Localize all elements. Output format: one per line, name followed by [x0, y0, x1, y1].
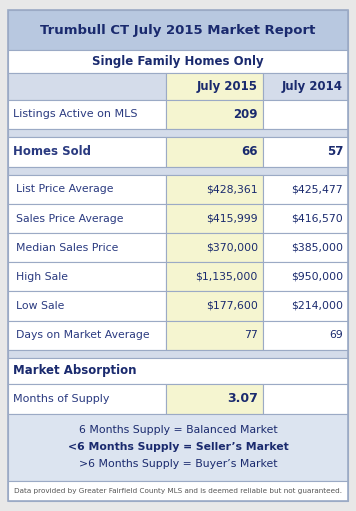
- Bar: [263, 204, 348, 233]
- Text: Listings Active on MLS: Listings Active on MLS: [13, 109, 137, 119]
- Bar: [8, 262, 166, 291]
- Text: >6 Months Supply = Buyer’s Market: >6 Months Supply = Buyer’s Market: [79, 459, 277, 469]
- Bar: [8, 175, 166, 204]
- Bar: [8, 129, 348, 136]
- Text: 69: 69: [329, 330, 343, 340]
- Bar: [8, 350, 348, 358]
- Bar: [8, 384, 166, 413]
- Text: Market Absorption: Market Absorption: [13, 364, 136, 378]
- Text: 66: 66: [241, 145, 258, 158]
- Text: $416,570: $416,570: [291, 214, 343, 223]
- Text: $1,135,000: $1,135,000: [196, 272, 258, 282]
- Bar: [263, 136, 348, 167]
- Bar: [166, 291, 263, 320]
- Bar: [166, 100, 263, 129]
- Bar: [8, 358, 348, 384]
- Bar: [263, 233, 348, 262]
- Text: High Sale: High Sale: [16, 272, 68, 282]
- Text: 209: 209: [234, 108, 258, 121]
- Bar: [263, 175, 348, 204]
- Text: Median Sales Price: Median Sales Price: [16, 243, 119, 252]
- Text: List Price Average: List Price Average: [16, 184, 114, 194]
- Text: $385,000: $385,000: [291, 243, 343, 252]
- Bar: [8, 204, 166, 233]
- Bar: [8, 136, 166, 167]
- Bar: [8, 291, 166, 320]
- Bar: [263, 262, 348, 291]
- Text: July 2015: July 2015: [197, 80, 258, 92]
- Text: $415,999: $415,999: [206, 214, 258, 223]
- Text: <6 Months Supply = Seller’s Market: <6 Months Supply = Seller’s Market: [68, 442, 288, 452]
- Bar: [263, 384, 348, 413]
- Text: $425,477: $425,477: [291, 184, 343, 194]
- Bar: [8, 73, 166, 100]
- Text: Trumbull CT July 2015 Market Report: Trumbull CT July 2015 Market Report: [40, 24, 316, 37]
- Bar: [166, 175, 263, 204]
- Text: $214,000: $214,000: [291, 301, 343, 311]
- Text: $177,600: $177,600: [206, 301, 258, 311]
- Text: 6 Months Supply = Balanced Market: 6 Months Supply = Balanced Market: [79, 425, 277, 435]
- Bar: [166, 262, 263, 291]
- Text: 57: 57: [326, 145, 343, 158]
- Bar: [263, 320, 348, 350]
- Bar: [166, 136, 263, 167]
- Text: Homes Sold: Homes Sold: [13, 145, 91, 158]
- Bar: [166, 384, 263, 413]
- Bar: [8, 481, 348, 501]
- Bar: [166, 73, 263, 100]
- Bar: [263, 100, 348, 129]
- Text: Days on Market Average: Days on Market Average: [16, 330, 150, 340]
- Text: Single Family Homes Only: Single Family Homes Only: [92, 55, 264, 68]
- Bar: [8, 413, 348, 481]
- Bar: [8, 51, 348, 73]
- Text: Data provided by Greater Fairfield County MLS and is deemed reliable but not gua: Data provided by Greater Fairfield Count…: [14, 488, 342, 494]
- Text: 3.07: 3.07: [227, 392, 258, 406]
- Bar: [8, 320, 166, 350]
- Bar: [263, 73, 348, 100]
- Bar: [166, 233, 263, 262]
- Text: $428,361: $428,361: [206, 184, 258, 194]
- Text: July 2014: July 2014: [282, 80, 343, 92]
- Text: 77: 77: [244, 330, 258, 340]
- Bar: [166, 320, 263, 350]
- Bar: [8, 100, 166, 129]
- Text: Months of Supply: Months of Supply: [13, 394, 110, 404]
- Text: $950,000: $950,000: [291, 272, 343, 282]
- Text: Low Sale: Low Sale: [16, 301, 64, 311]
- Bar: [8, 167, 348, 175]
- Bar: [8, 10, 348, 51]
- Text: Sales Price Average: Sales Price Average: [16, 214, 124, 223]
- Bar: [263, 291, 348, 320]
- Bar: [8, 233, 166, 262]
- Bar: [166, 204, 263, 233]
- Text: $370,000: $370,000: [206, 243, 258, 252]
